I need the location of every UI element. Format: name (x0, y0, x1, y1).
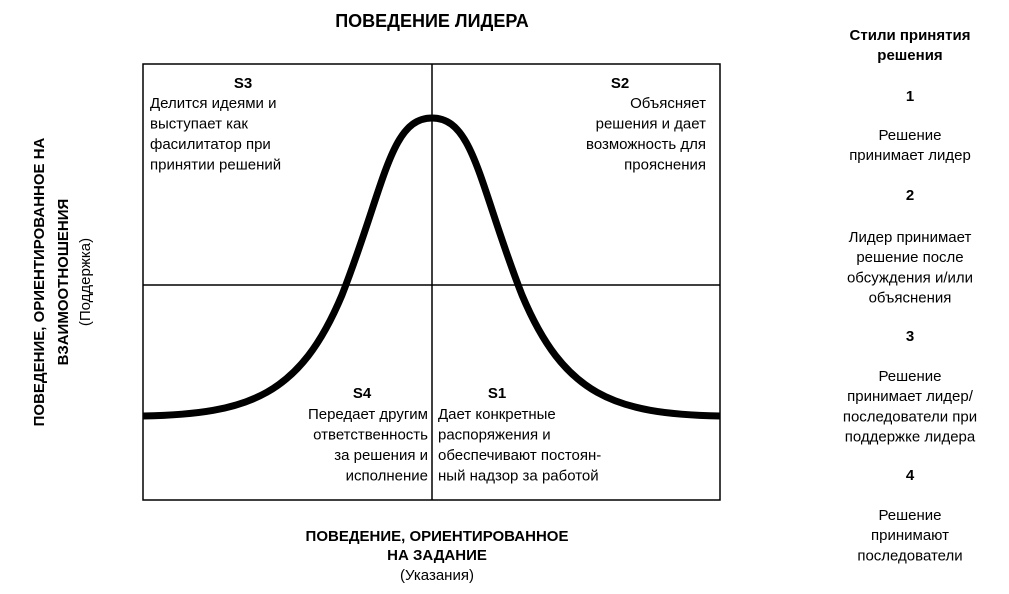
style-text: обсуждения и/или (847, 269, 973, 286)
style-number: 1 (906, 88, 914, 105)
style-text: поддержке лидера (845, 429, 976, 446)
quadrant-text: Передает другим (308, 406, 428, 423)
quadrant-text: Делится идеями и (150, 95, 276, 112)
style-text: последователи при (843, 408, 977, 425)
style-number: 2 (906, 187, 914, 204)
style-text: последователи (857, 547, 962, 564)
style-text: объяснения (869, 290, 952, 307)
style-text: принимает лидер (849, 147, 971, 164)
quadrant-text: Дает конкретные (438, 406, 556, 423)
x-axis-label: НА ЗАДАНИЕ (387, 547, 487, 564)
style-text: Решение (878, 127, 941, 144)
style-text: Решение (878, 507, 941, 524)
style-text: принимают (871, 527, 949, 544)
x-axis-label: ПОВЕДЕНИЕ, ОРИЕНТИРОВАННОЕ (306, 528, 569, 545)
quadrant-text: за решения и (334, 447, 428, 464)
quadrant-text: ный надзор за работой (438, 467, 599, 484)
y-axis-note: (Поддержка) (77, 238, 94, 326)
y-axis-label: ПОВЕДЕНИЕ, ОРИЕНТИРОВАННОЕ НА (31, 137, 48, 426)
style-text: Лидер принимает (849, 229, 972, 246)
quadrant-text: решения и дает (596, 115, 706, 132)
quadrant-text: Объясняет (630, 95, 706, 112)
quadrant-text: обеспечивают постоян- (438, 447, 601, 464)
x-axis-note: (Указания) (400, 567, 474, 584)
style-number: 4 (906, 467, 915, 484)
style-text: принимает лидер/ (847, 388, 974, 405)
quadrant-label: S2 (611, 75, 629, 92)
style-number: 3 (906, 328, 914, 345)
quadrant-text: распоряжения и (438, 426, 551, 443)
quadrant-text: выступает как (150, 115, 248, 132)
quadrant-text: исполнение (346, 467, 428, 484)
quadrant-label: S4 (353, 385, 372, 402)
quadrant-label: S1 (488, 385, 506, 402)
style-text: Решение (878, 368, 941, 385)
title: ПОВЕДЕНИЕ ЛИДЕРА (335, 11, 529, 31)
quadrant-text: возможность для (586, 136, 706, 153)
leadership-curve (142, 114, 721, 420)
styles-heading: решения (877, 47, 942, 64)
styles-heading: Стили принятия (850, 27, 971, 44)
quadrant-label: S3 (234, 75, 252, 92)
style-text: решение после (856, 249, 963, 266)
quadrant-text: прояснения (624, 156, 706, 173)
quadrant-text: фасилитатор при (150, 136, 271, 153)
quadrant-text: принятии решений (150, 156, 281, 173)
quadrant-text: ответственность (313, 426, 428, 443)
y-axis-label: ВЗАИМООТНОШЕНИЯ (55, 199, 72, 366)
